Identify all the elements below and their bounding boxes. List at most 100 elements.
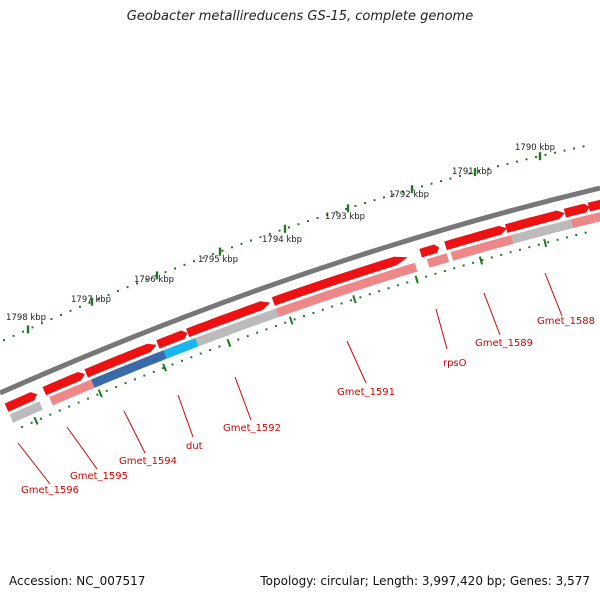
scale-dot: [269, 232, 271, 235]
tick-dot: [349, 299, 352, 302]
tick-dot: [481, 259, 484, 262]
scale-dot: [107, 293, 110, 296]
tick-dot: [321, 308, 324, 311]
scale-dot: [231, 246, 233, 249]
scale-dot: [402, 190, 404, 193]
scale-dot: [497, 165, 499, 168]
major-tick: [410, 185, 414, 194]
tick-dot: [274, 325, 277, 328]
tick-dot: [368, 293, 371, 296]
tick-dot: [443, 270, 446, 273]
kbp-scale-labels: 1790 kbp 1791 kbp 1792 kbp 1793 kbp 1794 kbp…: [6, 143, 555, 323]
major-tick: [155, 271, 159, 280]
scale-dot: [535, 156, 537, 159]
gene-label: Gmet_1595: [70, 471, 128, 482]
tick-dot: [180, 359, 183, 362]
gene-arrow: [42, 372, 85, 396]
tick-mark: [33, 416, 39, 425]
lower-tick-scale: [21, 231, 587, 428]
scale-dot: [98, 297, 100, 300]
tick-dot: [556, 238, 559, 241]
scale-dot: [449, 177, 452, 180]
gene-track-forward: [4, 199, 600, 412]
scale-dot: [145, 278, 148, 281]
scale-dot: [440, 180, 442, 183]
gene-label: Gmet_1594: [119, 456, 177, 467]
scale-dot: [193, 260, 195, 263]
tick-dot: [528, 246, 531, 249]
tick-dot: [77, 401, 80, 404]
genome-backbone: [0, 185, 600, 396]
gene-arrow: [587, 199, 600, 212]
scale-dot: [50, 318, 53, 321]
gene-segment: [450, 235, 514, 261]
scale-dot: [3, 339, 5, 342]
scale-dot: [335, 210, 338, 213]
gene-arrow: [156, 330, 188, 349]
genome-stats-label: Topology: circular; Length: 3,997,420 bp…: [260, 574, 590, 588]
scale-dot: [582, 145, 585, 148]
tick-dot: [396, 284, 399, 287]
scale-dot: [478, 170, 480, 173]
scale-dot: [164, 271, 167, 274]
tick-dot: [293, 318, 296, 321]
kbp-label: 1795 kbp: [198, 255, 238, 265]
scale-dot: [307, 220, 309, 223]
tick-dot: [246, 335, 249, 338]
gene-segment: [9, 401, 43, 423]
tick-dot: [575, 234, 578, 237]
tick-dot: [171, 363, 174, 366]
gene-leader-line: [544, 272, 563, 317]
scale-dot: [22, 330, 24, 333]
scale-dot: [430, 182, 433, 185]
gene-label: Gmet_1596: [21, 485, 79, 496]
gene-segment: [91, 350, 167, 388]
gene-labels: Gmet_1588 Gmet_1589 rpsO Gmet_1591 Gmet_1592…: [17, 272, 595, 496]
tick-dot: [547, 241, 550, 244]
scale-dot: [117, 290, 119, 293]
major-tick: [346, 204, 350, 213]
scale-dot: [516, 160, 518, 163]
gene-segment: [275, 262, 418, 317]
major-tick: [90, 297, 94, 306]
tick-dot: [265, 328, 268, 331]
scale-dot: [506, 162, 509, 165]
scale-dot: [297, 223, 300, 226]
tick-dot: [453, 267, 456, 270]
scale-dot: [183, 263, 186, 266]
tick-dot: [340, 302, 343, 305]
kbp-label: 1796 kbp: [134, 275, 174, 285]
gene-arrow: [4, 392, 38, 412]
scale-dot: [345, 207, 347, 210]
scale-dot: [554, 151, 556, 154]
gene-arrow: [271, 256, 408, 306]
scale-dot: [421, 185, 423, 188]
tick-dot: [406, 281, 409, 284]
scale-dot: [525, 158, 528, 161]
scale-dot: [364, 202, 366, 205]
gene-segment: [426, 253, 450, 268]
tick-mark: [478, 256, 483, 265]
page-title: Geobacter metallireducens GS-15, complet…: [126, 9, 474, 24]
gene-segment: [49, 379, 95, 406]
tick-dot: [21, 425, 24, 428]
gene-segment: [593, 212, 600, 223]
tick-dot: [584, 231, 587, 234]
gene-arrow: [84, 343, 157, 378]
tick-dot: [331, 305, 334, 308]
scale-dot: [573, 147, 575, 150]
tick-dot: [303, 315, 306, 318]
tick-dot: [565, 236, 568, 239]
kbp-label: 1790 kbp: [515, 143, 555, 153]
tick-dot: [472, 261, 475, 264]
tick-dot: [434, 272, 437, 275]
scale-dot: [41, 322, 43, 325]
gene-leader-line: [66, 426, 98, 470]
tick-dot: [359, 296, 362, 299]
scale-dot: [392, 193, 395, 196]
gene-leader-line: [123, 410, 146, 454]
kbp-label: 1792 kbp: [389, 190, 429, 200]
kbp-label: 1791 kbp: [452, 167, 492, 177]
scale-dot: [174, 267, 176, 270]
